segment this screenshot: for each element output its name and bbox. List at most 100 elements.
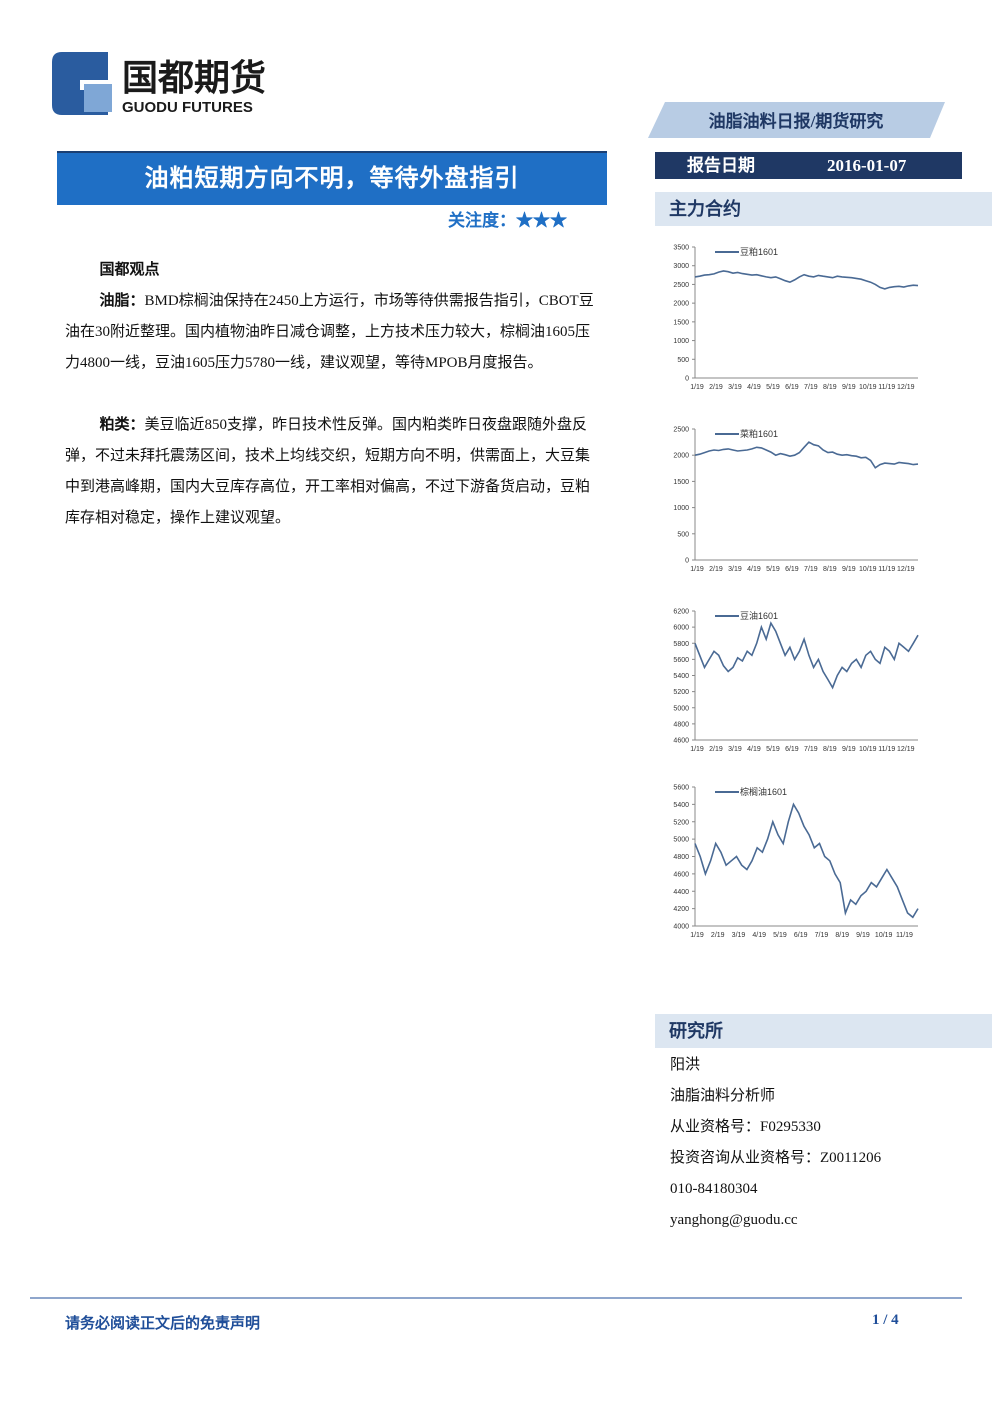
x-tick-label: 10/19	[859, 384, 877, 391]
x-tick-label: 9/19	[842, 384, 856, 391]
attention: 关注度：★★★	[448, 206, 567, 231]
y-tick-label: 2500	[673, 427, 689, 434]
x-tick-label: 10/19	[859, 746, 877, 753]
y-tick-label: 0	[685, 376, 689, 383]
series-line	[694, 621, 919, 690]
x-tick-label: 4/19	[747, 746, 761, 753]
x-tick-label: 7/19	[804, 566, 818, 573]
x-tick-label: 6/19	[785, 384, 799, 391]
title: 油粕短期方向不明，等待外盘指引	[57, 151, 607, 205]
x-tick-label: 10/19	[875, 932, 893, 939]
y-tick-label: 3500	[673, 245, 689, 252]
x-tick-label: 11/19	[896, 932, 913, 939]
disclaimer: 请务必阅读正文后的免责声明	[65, 1316, 261, 1332]
x-tick-label: 3/19	[728, 384, 742, 391]
x-tick-label: 9/19	[842, 746, 856, 753]
x-tick-label: 5/19	[766, 384, 780, 391]
y-tick-label: 5200	[673, 819, 689, 826]
x-tick-label: 6/19	[794, 932, 808, 939]
category-bg	[648, 102, 945, 138]
x-tick-label: 2/19	[711, 932, 725, 939]
category: 油脂油料日报/期货研究	[709, 111, 884, 131]
series-line	[694, 802, 919, 919]
y-tick-label: 5800	[673, 641, 689, 648]
y-tick-label: 2000	[673, 453, 689, 460]
y-tick-label: 4400	[673, 889, 689, 896]
lead: 油脂：	[99, 293, 145, 309]
x-tick-label: 3/19	[728, 746, 742, 753]
y-tick-label: 5000	[673, 837, 689, 844]
attention-label: 关注度：	[448, 211, 516, 230]
series-line	[694, 270, 919, 290]
text: 美豆临近850支撑，昨日技术性反弹。国内粕类昨日夜盘跟随外盘反弹，不过未拜托震荡…	[65, 417, 591, 526]
x-tick-label: 3/19	[732, 932, 746, 939]
y-tick-label: 5000	[673, 705, 689, 712]
y-tick-label: 0	[685, 558, 689, 565]
x-tick-label: 1/19	[690, 932, 704, 939]
report-date: 报告日期 2016-01-07	[655, 152, 962, 179]
y-tick-label: 1500	[673, 319, 689, 326]
x-tick-label: 6/19	[785, 746, 799, 753]
research-line: 从业资格号：F0295330	[670, 1119, 821, 1135]
series-line	[694, 441, 919, 469]
x-tick-label: 1/19	[690, 566, 704, 573]
x-tick-label: 12/19	[897, 384, 915, 391]
y-tick-label: 5400	[673, 673, 689, 680]
x-tick-label: 8/19	[823, 566, 837, 573]
y-tick-label: 6200	[673, 609, 689, 616]
x-tick-label: 1/19	[690, 384, 704, 391]
y-tick-label: 1500	[673, 479, 689, 486]
research-line: 油脂油料分析师	[670, 1088, 776, 1104]
page-number: 1 / 4	[872, 1312, 899, 1328]
x-tick-label: 8/19	[835, 932, 849, 939]
x-tick-label: 7/19	[804, 746, 818, 753]
date-label: 报告日期	[687, 156, 755, 175]
y-tick-label: 4600	[673, 738, 689, 745]
x-tick-label: 9/19	[842, 566, 856, 573]
y-tick-label: 6000	[673, 625, 689, 632]
attention-stars: ★★★	[516, 211, 567, 230]
y-tick-label: 2000	[673, 301, 689, 308]
charts: 0 500 1000 1500 2000 2500 3000 3500 1/19 2/19 3/19…	[673, 245, 919, 939]
y-tick-label: 4800	[673, 721, 689, 728]
x-tick-label: 11/19	[878, 566, 895, 573]
body: 国都观点 油脂：BMD棕榈油保持在2450上方运行，市场等待供需报告指引，CBO…	[65, 255, 603, 534]
lead: 粕类：	[99, 417, 145, 433]
x-tick-label: 7/19	[815, 932, 829, 939]
y-tick-label: 500	[677, 357, 689, 364]
x-tick-label: 11/19	[878, 384, 895, 391]
x-tick-label: 4/19	[747, 384, 761, 391]
y-tick-label: 5400	[673, 802, 689, 809]
legend-label: 棕榈油1601	[740, 786, 787, 797]
section-heading: 主力合约	[655, 192, 992, 226]
x-tick-label: 4/19	[747, 566, 761, 573]
text: BMD棕榈油保持在2450上方运行，市场等待供需报告指引，CBOT豆油在30附近…	[65, 293, 594, 371]
x-tick-label: 7/19	[804, 384, 818, 391]
research: 阳洪 油脂油料分析师 从业资格号：F0295330 投资咨询从业资格号：Z001120…	[670, 1050, 881, 1236]
x-tick-label: 6/19	[785, 566, 799, 573]
y-tick-label: 1000	[673, 338, 689, 345]
x-tick-label: 1/19	[690, 746, 704, 753]
y-tick-label: 5600	[673, 657, 689, 664]
research-line: 投资咨询从业资格号：Z0011206	[670, 1150, 882, 1166]
x-tick-label: 5/19	[766, 566, 780, 573]
legend-label: 豆粕1601	[740, 246, 778, 257]
x-tick-label: 5/19	[766, 746, 780, 753]
legend-label: 豆油1601	[740, 610, 778, 621]
y-tick-label: 2500	[673, 282, 689, 289]
research-line: 010-84180304	[670, 1181, 758, 1197]
section-heading: 研究所	[655, 1014, 992, 1048]
x-tick-label: 8/19	[823, 384, 837, 391]
y-tick-label: 4600	[673, 871, 689, 878]
y-tick-label: 500	[677, 531, 689, 538]
paragraph: 粕类：美豆临近850支撑，昨日技术性反弹。国内粕类昨日夜盘跟随外盘反弹，不过未拜…	[65, 410, 603, 534]
x-tick-label: 11/19	[878, 746, 895, 753]
x-tick-label: 2/19	[709, 384, 723, 391]
y-tick-label: 5200	[673, 689, 689, 696]
logo-en: GUODU FUTURES	[122, 99, 253, 116]
body-heading: 国都观点	[99, 262, 160, 278]
research-line: yanghong@guodu.cc	[670, 1212, 798, 1228]
y-tick-label: 5600	[673, 785, 689, 792]
x-tick-label: 4/19	[752, 932, 766, 939]
